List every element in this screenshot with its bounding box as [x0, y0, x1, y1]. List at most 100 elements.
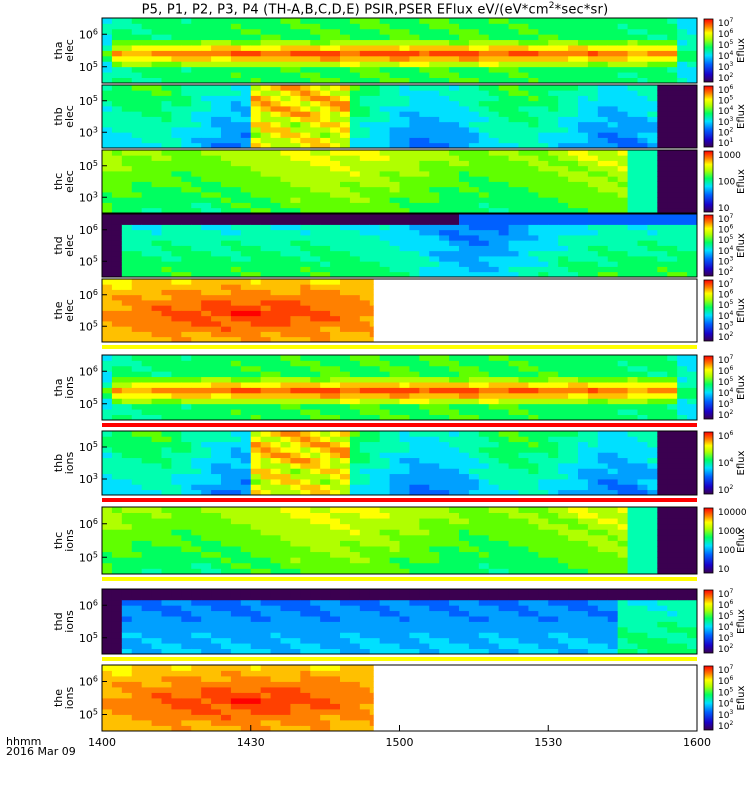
heatmap-cell [419, 360, 430, 367]
heatmap-cell [320, 315, 331, 322]
heatmap-cell [340, 100, 351, 107]
heatmap-cell [667, 28, 678, 35]
heatmap-cell [647, 387, 658, 394]
heatmap-cell [468, 171, 480, 177]
heatmap-cell [419, 219, 430, 225]
heatmap-cell [181, 165, 192, 172]
heatmap-cell [538, 197, 549, 203]
heatmap-cell [240, 142, 252, 149]
heatmap-cell [399, 355, 410, 361]
heatmap-cell [260, 305, 271, 311]
heatmap-cell [548, 192, 559, 198]
heatmap-cell [389, 224, 400, 231]
heatmap-cell [429, 197, 440, 203]
heatmap-cell [320, 150, 331, 156]
heatmap-cell [528, 23, 539, 30]
heatmap-cell [379, 245, 390, 252]
heatmap-cell [171, 23, 182, 30]
heatmap-cell [359, 436, 371, 443]
heatmap-cell [677, 271, 688, 278]
heatmap-cell [389, 452, 400, 459]
heatmap-cell [131, 336, 143, 343]
heatmap-cell [359, 245, 371, 252]
heatmap-cell [300, 142, 311, 149]
heatmap-cell [597, 150, 609, 156]
heatmap-cell [449, 240, 460, 246]
heatmap-cell [102, 39, 113, 46]
heatmap-cell [260, 473, 271, 480]
heatmap-cell [468, 127, 480, 133]
heatmap-cell [161, 403, 172, 410]
heatmap-cell [677, 192, 688, 198]
heatmap-cell [131, 294, 143, 301]
heatmap-cell [429, 181, 440, 188]
heatmap-cell [439, 160, 450, 167]
heatmap-cell [568, 371, 579, 378]
heatmap-cell [111, 66, 123, 73]
heatmap-cell [191, 219, 202, 225]
heatmap-cell [548, 116, 559, 123]
heatmap-cell [369, 279, 374, 285]
heatmap-cell [230, 294, 242, 301]
heatmap-cell [181, 315, 192, 322]
heatmap-cell [379, 452, 390, 459]
heatmap-cell [181, 77, 192, 84]
heatmap-cell [340, 403, 351, 410]
heatmap-cell [647, 50, 658, 57]
heatmap-cell [121, 489, 133, 496]
heatmap-cell [290, 387, 301, 394]
heatmap-cell [151, 447, 162, 453]
heatmap-cell [369, 300, 374, 306]
heatmap-cell [478, 261, 490, 267]
heatmap-cell [280, 568, 291, 575]
heatmap-cell [221, 414, 232, 421]
heatmap-cell [389, 106, 400, 112]
heatmap-cell [558, 55, 569, 62]
heatmap-cell [459, 127, 470, 133]
heatmap-cell [459, 398, 470, 405]
heatmap-cell [607, 150, 619, 156]
heatmap-cell [221, 229, 232, 236]
heatmap-cell [538, 116, 549, 123]
heatmap-cell [607, 447, 619, 453]
heatmap-cell [151, 376, 162, 383]
heatmap-cell [211, 382, 222, 388]
heatmap-cell [468, 235, 480, 241]
heatmap-cell [488, 192, 500, 198]
heatmap-cell [250, 55, 262, 62]
heatmap-cell [369, 431, 381, 437]
heatmap-cell [429, 365, 440, 372]
heatmap-cell [230, 266, 242, 273]
heatmap-cell [260, 23, 271, 30]
heatmap-cell [240, 279, 252, 285]
heatmap-cell [280, 546, 291, 553]
heatmap-cell [111, 155, 123, 161]
heatmap-cell [111, 160, 123, 167]
heatmap-cell [171, 18, 182, 24]
heatmap-cell [587, 235, 599, 241]
heatmap-cell [667, 181, 678, 188]
heatmap-cell [508, 387, 519, 394]
heatmap-cell [647, 256, 658, 262]
heatmap-cell [310, 250, 321, 257]
heatmap-cell [310, 387, 321, 394]
heatmap-cell [617, 382, 628, 388]
heatmap-cell [568, 176, 579, 182]
heatmap-cell [389, 66, 400, 73]
heatmap-cell [191, 529, 202, 536]
heatmap-cell [121, 100, 133, 107]
heatmap-cell [131, 229, 143, 236]
heatmap-cell [300, 100, 311, 107]
heatmap-cell [389, 207, 400, 214]
colorbar-tick-label: 103 [718, 255, 733, 267]
heatmap-cell [102, 414, 113, 421]
heatmap-cell [389, 473, 400, 480]
heatmap-cell [290, 484, 301, 491]
heatmap-cell [498, 127, 509, 133]
heatmap-cell [687, 207, 698, 214]
heatmap-cell [429, 85, 440, 91]
heatmap-cell [637, 45, 648, 51]
heatmap-cell [161, 529, 172, 536]
heatmap-cell [389, 468, 400, 475]
heatmap-cell [439, 457, 450, 464]
